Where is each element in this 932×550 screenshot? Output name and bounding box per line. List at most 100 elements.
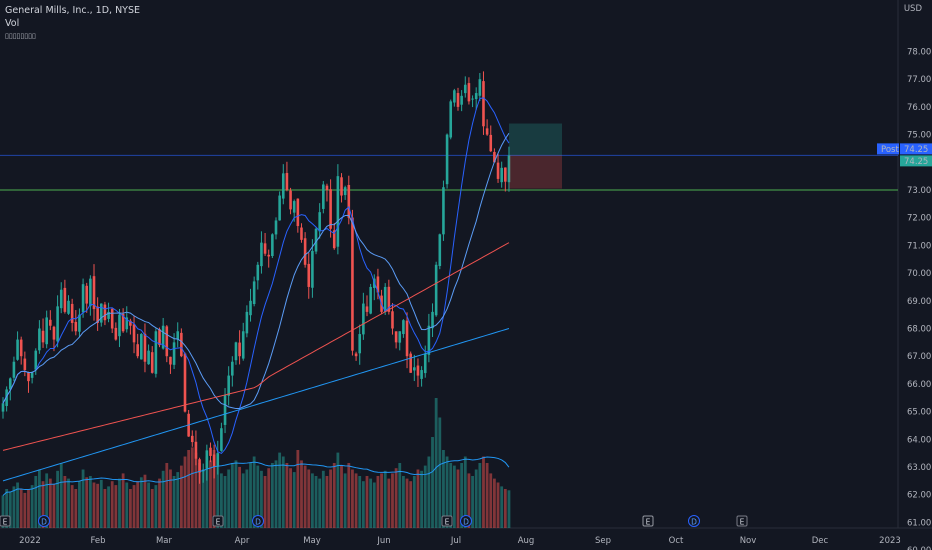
candle-body bbox=[445, 134, 449, 185]
time-axis-label: Oct bbox=[669, 536, 684, 546]
symbol-title[interactable]: General Mills, Inc., 1D, NYSE bbox=[5, 5, 141, 16]
event-marker-label: E bbox=[3, 518, 8, 527]
event-marker-label: E bbox=[740, 518, 745, 527]
volume-bar bbox=[336, 452, 340, 528]
price-tick-label: 70.00 bbox=[907, 269, 931, 279]
volume-bar bbox=[431, 437, 434, 528]
event-marker-label: D bbox=[41, 518, 47, 527]
volume-bar bbox=[183, 456, 187, 528]
volume-bar bbox=[176, 472, 180, 528]
candle-body bbox=[107, 311, 110, 319]
volume-bar bbox=[190, 447, 194, 528]
candle-body bbox=[252, 281, 256, 305]
volume-bar bbox=[493, 478, 496, 528]
volume-bar bbox=[383, 470, 387, 528]
volume-bar bbox=[201, 469, 205, 528]
volume-bar bbox=[409, 481, 413, 528]
volume-bar bbox=[103, 489, 107, 528]
volume-bar bbox=[161, 470, 165, 528]
candle-body bbox=[92, 276, 96, 310]
candle-body bbox=[231, 361, 234, 376]
candle-body bbox=[8, 378, 12, 390]
earnings-marker-icon[interactable]: E bbox=[736, 515, 748, 527]
candle-body bbox=[281, 173, 285, 199]
volume-bar bbox=[88, 476, 92, 528]
candle-body bbox=[19, 339, 23, 357]
volume-bar bbox=[300, 460, 303, 528]
volume-bar bbox=[78, 481, 81, 528]
dividend-marker-icon[interactable]: D bbox=[38, 515, 50, 527]
candle-body bbox=[358, 334, 362, 354]
volume-bar bbox=[38, 469, 41, 528]
volume-bar bbox=[227, 469, 231, 528]
candle-body bbox=[16, 339, 19, 360]
candle-body bbox=[362, 303, 365, 335]
candle-body bbox=[110, 308, 114, 329]
candle-body bbox=[118, 314, 121, 337]
volume-bar bbox=[30, 485, 34, 528]
candle-body bbox=[474, 93, 478, 100]
candle-body bbox=[89, 278, 92, 307]
volume-bar bbox=[41, 481, 45, 528]
candle-body bbox=[442, 187, 445, 235]
volume-bar bbox=[485, 463, 489, 528]
price-tick-label: 77.00 bbox=[907, 75, 931, 85]
time-axis-label: Jun bbox=[376, 536, 390, 546]
event-marker-label: D bbox=[255, 518, 261, 527]
post-label: Post bbox=[881, 145, 899, 155]
candle-body bbox=[5, 389, 8, 406]
volume-bar bbox=[445, 456, 449, 528]
candle-body bbox=[500, 167, 503, 183]
earnings-marker-icon[interactable]: E bbox=[212, 515, 224, 527]
candle-body bbox=[311, 250, 314, 288]
volume-bar bbox=[420, 470, 423, 528]
candle-body bbox=[154, 331, 158, 374]
candles bbox=[1, 71, 511, 484]
price-tick-label: 71.00 bbox=[907, 241, 931, 251]
volume-bar bbox=[500, 486, 504, 528]
candle-body bbox=[27, 372, 30, 382]
time-axis-label: Feb bbox=[90, 536, 105, 546]
volume-bar bbox=[121, 473, 125, 528]
volume-bar bbox=[343, 473, 347, 528]
volume-bar bbox=[245, 469, 249, 528]
earnings-marker-icon[interactable]: E bbox=[642, 515, 654, 527]
price-tick-label: 64.00 bbox=[907, 435, 931, 445]
earnings-marker-icon[interactable]: E bbox=[441, 515, 453, 527]
candle-body bbox=[354, 353, 358, 357]
candle-body bbox=[256, 264, 260, 281]
volume-bar bbox=[74, 489, 78, 528]
dividend-marker-icon[interactable]: D bbox=[252, 515, 264, 527]
volume-indicator-label[interactable]: Vol bbox=[5, 18, 20, 29]
volume-bar bbox=[16, 482, 19, 528]
volume-bar bbox=[460, 463, 464, 528]
price-tick-label: 68.00 bbox=[907, 325, 931, 335]
candle-body bbox=[274, 220, 278, 235]
volume-bar bbox=[263, 476, 267, 528]
candle-body bbox=[165, 326, 169, 357]
dividend-marker-icon[interactable]: D bbox=[688, 515, 700, 527]
candle-body bbox=[383, 286, 387, 312]
volume-bar bbox=[285, 463, 289, 528]
volume-bar bbox=[267, 468, 271, 528]
volume-bar bbox=[252, 456, 256, 528]
volume-bar bbox=[125, 482, 129, 528]
volume-bar bbox=[329, 469, 332, 528]
earnings-marker-icon[interactable]: E bbox=[0, 515, 11, 527]
volume-bar bbox=[442, 450, 445, 528]
price-tick-label: 76.00 bbox=[907, 103, 931, 113]
candle-body bbox=[391, 311, 394, 329]
dividend-marker-icon[interactable]: D bbox=[460, 515, 472, 527]
candle-body bbox=[398, 331, 402, 343]
volume-bar bbox=[205, 456, 209, 528]
candle-body bbox=[49, 319, 52, 326]
candle-body bbox=[227, 375, 230, 396]
position-loss-zone bbox=[509, 155, 562, 189]
volume-bar bbox=[351, 469, 354, 528]
candle-body bbox=[194, 441, 198, 459]
candle-body bbox=[489, 134, 493, 152]
volume-bar bbox=[361, 481, 365, 528]
position-profit-zone bbox=[509, 123, 562, 156]
volume-bar bbox=[369, 478, 373, 528]
